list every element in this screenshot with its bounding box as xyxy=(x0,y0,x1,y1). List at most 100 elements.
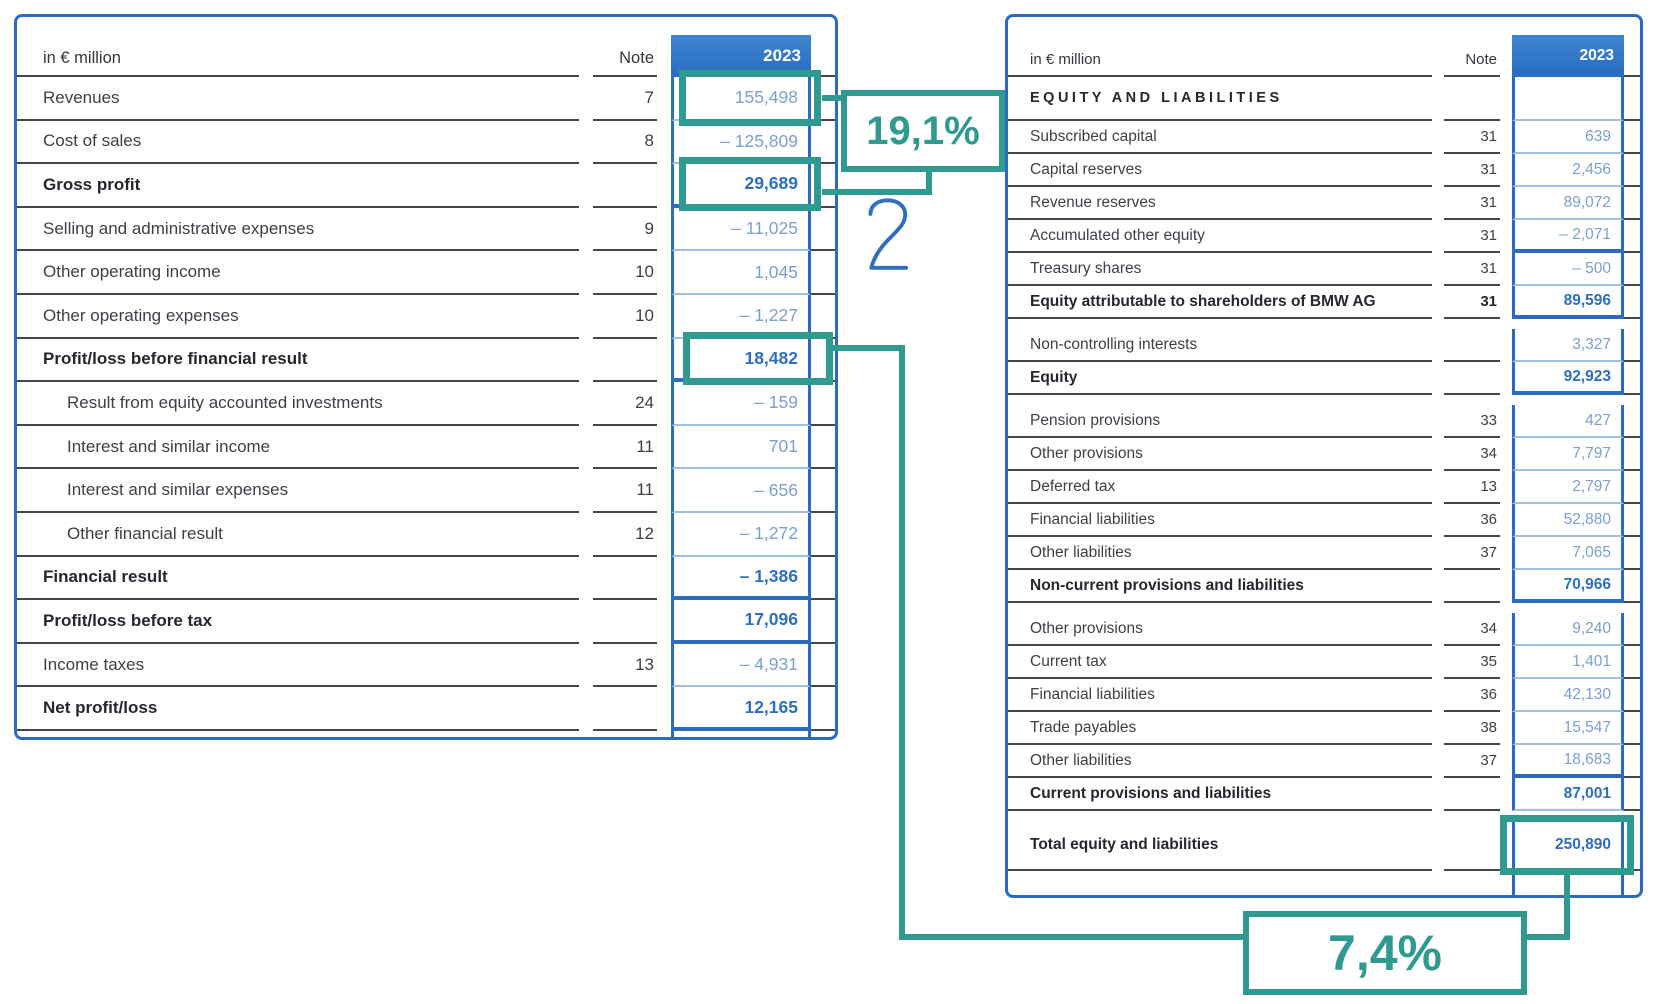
margin-cell xyxy=(811,687,835,731)
connector-ebit-horizontal xyxy=(833,345,905,351)
table-row: Deferred tax 13 2,797 xyxy=(1008,471,1640,504)
column-gap xyxy=(1432,821,1444,871)
margin-cell xyxy=(1624,613,1640,646)
row-value: 52,880 xyxy=(1512,504,1624,537)
column-gap xyxy=(1432,570,1444,603)
margin-percentage-callout: 19,1% xyxy=(841,90,1005,172)
row-note: 33 xyxy=(1444,405,1500,438)
column-gap xyxy=(657,17,671,77)
connector-ebit-vertical xyxy=(899,345,905,940)
row-label: Revenues xyxy=(43,87,120,107)
table-row: Equity 92,923 xyxy=(1008,362,1640,395)
margin-cell xyxy=(1624,778,1640,811)
table-filler xyxy=(1008,871,1640,895)
row-note: 34 xyxy=(1444,613,1500,646)
column-gap xyxy=(1500,121,1512,154)
table-row: Revenues 7 155,498 xyxy=(17,70,835,126)
column-gap xyxy=(1500,537,1512,570)
row-value: 18,683 xyxy=(1512,745,1624,778)
column-gap xyxy=(1432,187,1444,220)
column-gap xyxy=(1500,745,1512,778)
row-value: – 125,809 xyxy=(671,120,811,165)
margin-cell xyxy=(811,339,835,383)
column-gap xyxy=(1500,712,1512,745)
row-value: – 159 xyxy=(671,382,811,426)
column-gap xyxy=(579,339,593,383)
table-row: Interest and similar expenses 11 – 656 xyxy=(17,469,835,513)
column-gap xyxy=(1432,329,1444,362)
margin-cell xyxy=(1624,286,1640,319)
row-note: 8 xyxy=(593,121,657,165)
column-gap xyxy=(1432,778,1444,811)
table-row: Accumulated other equity 31 – 2,071 xyxy=(1008,220,1640,253)
row-note xyxy=(1444,778,1500,811)
income-statement-rows: Revenues 7 155,498 Cost of sales 8 – 125… xyxy=(17,70,835,731)
row-note: 31 xyxy=(1444,121,1500,154)
row-note: 31 xyxy=(1444,286,1500,319)
table-row: Capital reserves 31 2,456 xyxy=(1008,154,1640,187)
margin-cell xyxy=(1624,329,1640,362)
margin-cell xyxy=(811,557,835,601)
column-gap xyxy=(1500,253,1512,286)
row-note: 31 xyxy=(1444,187,1500,220)
table-row: Treasury shares 31 – 500 xyxy=(1008,253,1640,286)
column-gap xyxy=(579,426,593,470)
column-gap xyxy=(657,382,671,426)
row-value: 42,130 xyxy=(1512,679,1624,712)
table-row: Profit/loss before financial result 18,4… xyxy=(17,331,835,386)
row-note xyxy=(593,557,657,601)
column-gap xyxy=(1432,362,1444,395)
row-value: 250,890 xyxy=(1500,815,1634,875)
row-value xyxy=(1512,77,1624,121)
column-gap xyxy=(657,644,671,688)
row-note xyxy=(1444,77,1500,121)
table-row: Result from equity accounted investments… xyxy=(17,382,835,426)
margin-cell xyxy=(1624,679,1640,712)
row-note: 34 xyxy=(1444,438,1500,471)
row-value: 9,240 xyxy=(1512,613,1624,646)
margin-cell xyxy=(811,208,835,252)
table-row: Income taxes 13 – 4,931 xyxy=(17,643,835,688)
row-label: Revenue reserves xyxy=(1030,193,1156,211)
row-label: Non-controlling interests xyxy=(1030,335,1198,353)
table-row: Financial result – 1,386 xyxy=(17,556,835,601)
row-value: – 1,386 xyxy=(671,556,811,601)
table-row: Financial liabilities 36 42,130 xyxy=(1008,679,1640,712)
row-label: Current tax xyxy=(1030,652,1107,670)
table-row: Interest and similar income 11 701 xyxy=(17,425,835,470)
margin-cell xyxy=(1624,253,1640,286)
column-gap xyxy=(657,295,671,339)
row-value: – 1,227 xyxy=(671,294,811,339)
row-value: 89,072 xyxy=(1512,187,1624,220)
margin-cell xyxy=(1624,154,1640,187)
column-gap xyxy=(1432,613,1444,646)
margin-cell xyxy=(1624,712,1640,745)
row-note: 10 xyxy=(593,295,657,339)
row-value: 639 xyxy=(1512,121,1624,154)
row-note: 38 xyxy=(1444,712,1500,745)
highlight-box xyxy=(1500,815,1634,875)
row-value: 1,401 xyxy=(1512,646,1624,679)
margin-cell xyxy=(811,513,835,557)
margin-cell xyxy=(811,295,835,339)
row-label: Other operating expenses xyxy=(43,305,239,325)
row-note xyxy=(1444,362,1500,395)
column-gap xyxy=(657,208,671,252)
column-gap xyxy=(1432,471,1444,504)
column-gap xyxy=(1432,405,1444,438)
column-gap xyxy=(1500,438,1512,471)
column-gap xyxy=(1500,570,1512,603)
row-note xyxy=(593,600,657,644)
margin-cell xyxy=(811,77,835,121)
table-row: Current provisions and liabilities 87,00… xyxy=(1008,778,1640,811)
balance-sheet-rows: EQUITY AND LIABILITIES Subscribed capita… xyxy=(1008,77,1640,875)
row-value: – 4,931 xyxy=(671,643,811,688)
margin-cell xyxy=(811,164,835,208)
column-gap xyxy=(1432,220,1444,253)
margin-cell xyxy=(811,382,835,426)
column-gap xyxy=(579,644,593,688)
unit-header: in € million xyxy=(1008,17,1432,77)
column-gap xyxy=(657,426,671,470)
column-gap xyxy=(657,557,671,601)
